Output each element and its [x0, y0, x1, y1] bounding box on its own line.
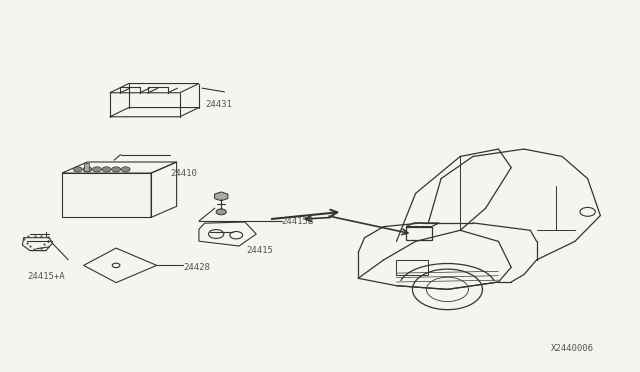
Text: 24415: 24415 [246, 246, 273, 255]
Text: 24410: 24410 [170, 169, 197, 177]
Circle shape [74, 167, 83, 172]
Text: 24431: 24431 [205, 100, 232, 109]
Text: 24415+A: 24415+A [27, 272, 65, 281]
Circle shape [121, 167, 130, 172]
Circle shape [93, 167, 101, 172]
Circle shape [111, 167, 120, 172]
Text: 24428: 24428 [183, 263, 210, 272]
Bar [84, 163, 89, 171]
Circle shape [83, 167, 92, 172]
Text: 24415B: 24415B [282, 217, 314, 225]
Circle shape [102, 167, 111, 172]
Text: X2440006: X2440006 [551, 344, 594, 353]
Circle shape [216, 209, 227, 215]
